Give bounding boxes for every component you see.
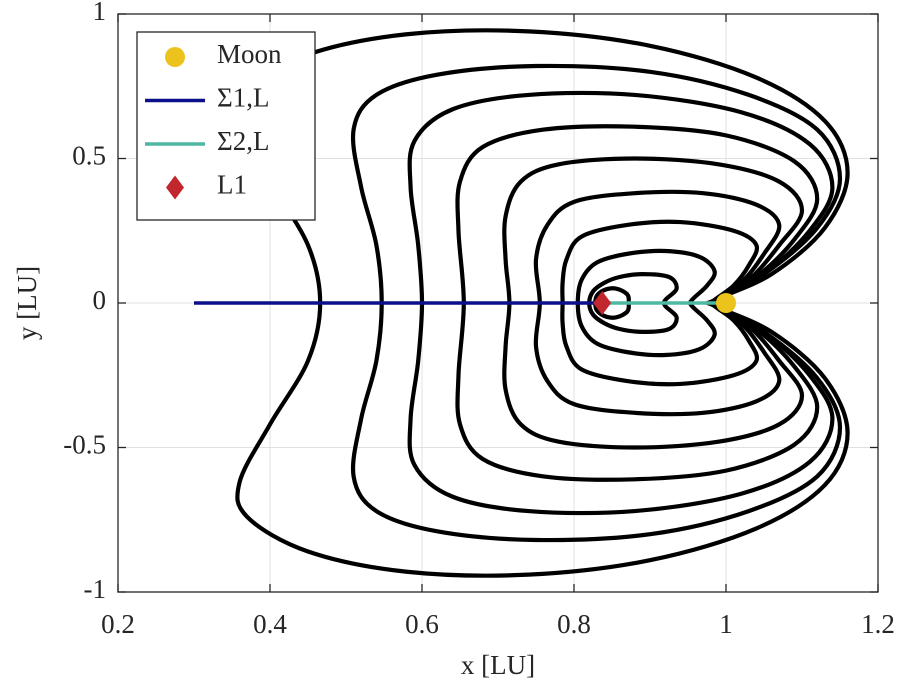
plot-area — [194, 28, 850, 578]
x-tick-label: 0.6 — [405, 609, 439, 639]
series-line — [575, 248, 717, 358]
x-tick-label: 0.8 — [557, 609, 591, 639]
x-tick-label: 0.2 — [101, 609, 135, 639]
series-line — [407, 90, 835, 516]
legend-swatch — [165, 47, 185, 67]
legend: Moon Σ1,L Σ2,L L1 — [136, 31, 316, 221]
x-axis-label: x [LU] — [461, 650, 535, 680]
series-line — [560, 219, 760, 387]
y-tick-label: 0 — [93, 285, 107, 315]
series-line — [533, 189, 782, 417]
legend-label: Σ2,L — [217, 126, 269, 156]
y-tick-label: -1 — [84, 574, 107, 604]
legend-swatch — [166, 175, 184, 200]
marker — [716, 293, 736, 313]
series-line — [502, 156, 805, 450]
legend-label: Moon — [217, 39, 282, 69]
y-tick-label: -0.5 — [63, 430, 106, 460]
legend-label: Σ1,L — [217, 83, 269, 113]
series-line — [235, 28, 850, 578]
x-tick-label: 1.2 — [861, 609, 895, 639]
y-tick-label: 1 — [93, 0, 107, 26]
y-tick-label: 0.5 — [72, 141, 106, 171]
marker — [593, 291, 612, 315]
series-line — [455, 124, 820, 482]
x-tick-label: 0.4 — [253, 609, 287, 639]
legend-box — [136, 31, 316, 221]
x-tick-label: 1 — [719, 609, 733, 639]
series-line — [587, 272, 679, 334]
legend-label: L1 — [217, 170, 247, 200]
series-line — [350, 63, 843, 543]
y-axis-label: y [LU] — [12, 266, 42, 340]
